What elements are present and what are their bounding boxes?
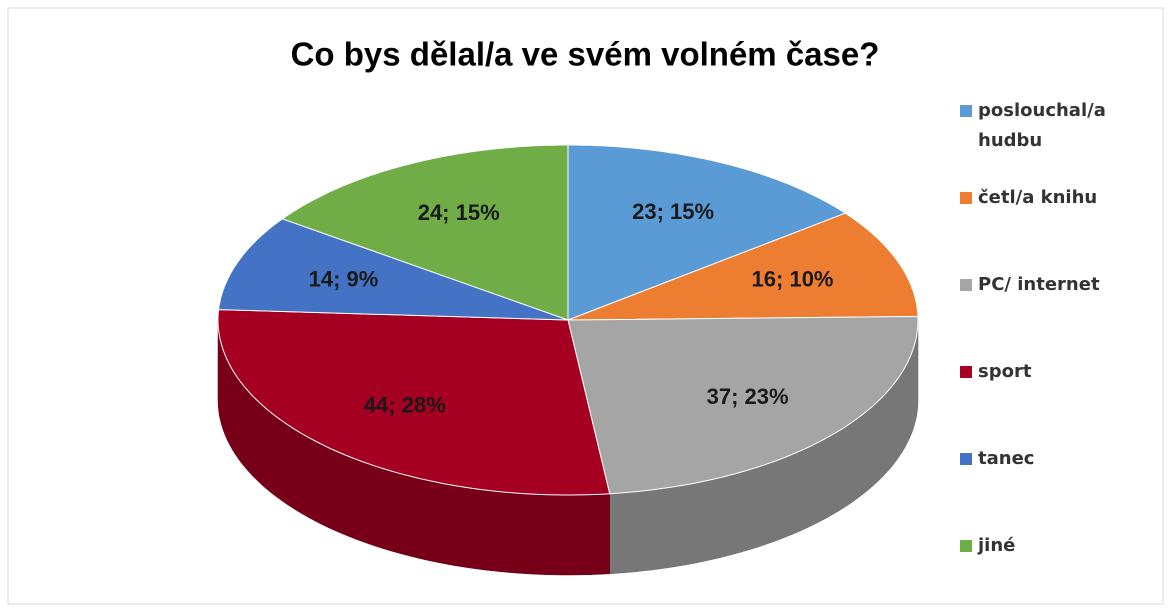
slice — [218, 218, 569, 321]
data-label: 16; 10% — [752, 266, 834, 291]
legend-item: četl/a knihu — [960, 183, 1160, 213]
legend-swatch — [960, 279, 972, 291]
legend-item: tanec — [960, 444, 1160, 474]
legend-swatch — [960, 366, 972, 378]
legend-label: PC/ internet — [978, 274, 1100, 295]
legend-swatch — [960, 540, 972, 552]
legend-item: sport — [960, 357, 1160, 387]
legend-item: jiné — [960, 531, 1160, 561]
slice — [567, 144, 847, 321]
data-label: 24; 15% — [418, 200, 500, 225]
legend-item: PC/ internet — [960, 270, 1160, 300]
legend-item: poslouchal/a hudbu — [960, 96, 1160, 156]
legend-swatch — [960, 192, 972, 204]
slice — [567, 315, 919, 495]
data-label: 14; 9% — [309, 266, 379, 291]
slice — [567, 212, 919, 321]
chart-title: Co bys dělal/a ve svém volném čase? — [291, 36, 880, 73]
slice — [217, 309, 611, 496]
slice — [281, 144, 569, 321]
legend-label: četl/a knihu — [978, 187, 1098, 208]
legend-swatch — [960, 453, 972, 465]
legend-label: sport — [978, 361, 1032, 382]
data-label: 23; 15% — [632, 199, 714, 224]
legend-label: poslouchal/a hudbu — [978, 100, 1106, 151]
legend-label: tanec — [978, 448, 1035, 469]
legend-label: jiné — [978, 535, 1016, 556]
data-label: 37; 23% — [707, 384, 789, 409]
legend-swatch — [960, 105, 972, 117]
data-label: 44; 28% — [364, 392, 446, 417]
